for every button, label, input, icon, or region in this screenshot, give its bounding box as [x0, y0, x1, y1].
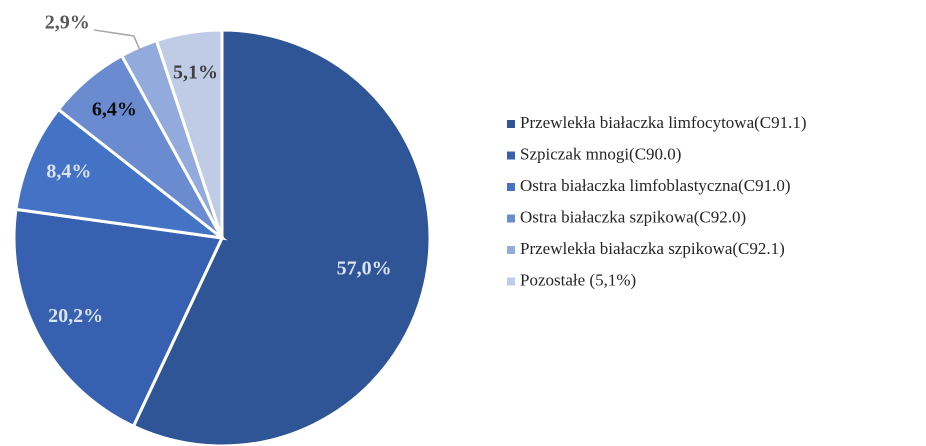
value-label: 2,9% [45, 12, 90, 34]
pie-slice [154, 28, 224, 239]
legend-swatch [507, 277, 515, 286]
legend-swatch [507, 214, 515, 223]
pie-slice [12, 207, 225, 429]
legend-swatch [507, 246, 515, 254]
legend-swatch [507, 120, 515, 128]
legend-label: Przewlekła białaczka szpikowa(C92.1) [520, 239, 785, 258]
pie-slice [14, 107, 228, 241]
legend-label: Ostra białaczka limfoblastyczna(C91.0) [520, 176, 790, 195]
legend-label: Przewlekła białaczka limfocytowa(C91.1) [520, 113, 807, 132]
value-label: 57,0% [337, 257, 392, 279]
leader-line [93, 29, 142, 52]
legend-swatch [507, 151, 515, 160]
value-label: 5,1% [173, 61, 218, 83]
pie-slice [131, 28, 432, 446]
value-label: 6,4% [92, 99, 137, 121]
legend-swatch [507, 183, 515, 191]
value-label: 8,4% [46, 160, 91, 182]
legend-label: Pozostałe (5,1%) [520, 270, 636, 289]
legend-label: Szpiczak mnogi(C90.0) [520, 144, 681, 163]
legend-label: Ostra białaczka szpikowa(C92.0) [520, 207, 746, 226]
value-label: 20,2% [48, 305, 103, 327]
